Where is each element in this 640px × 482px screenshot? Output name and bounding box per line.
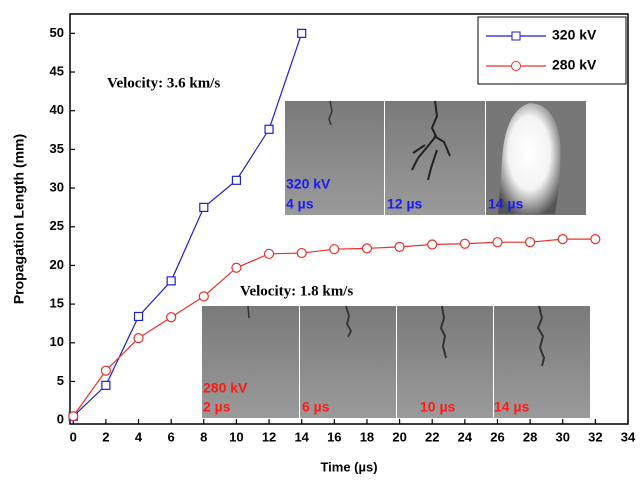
y-tick-label: 35: [50, 141, 64, 156]
y-axis-label: Propagation Length (mm): [11, 134, 27, 304]
inset-time: 4 µs: [286, 196, 314, 212]
data-point: [329, 244, 340, 255]
y-tick-label: 10: [50, 334, 64, 349]
x-tick-label: 0: [70, 429, 77, 444]
data-point: [100, 365, 111, 376]
data-point: [590, 234, 601, 245]
x-tick-label: 14: [294, 429, 309, 444]
discharge-trace: [411, 100, 451, 181]
data-point: [263, 248, 275, 259]
y-tick-label: 25: [50, 218, 64, 233]
data-point: [133, 311, 144, 322]
y-tick-label: 15: [50, 296, 64, 311]
legend-label: 320 kV: [552, 27, 597, 43]
inset-frame: [397, 306, 493, 418]
inset-time: 14 µs: [494, 399, 530, 415]
x-tick-label: 20: [392, 429, 406, 444]
data-point: [296, 247, 307, 259]
x-tick-label: 6: [168, 429, 175, 444]
data-point: [264, 124, 274, 134]
x-tick-label: 32: [588, 429, 602, 444]
x-tick-label: 22: [425, 429, 439, 444]
x-tick-label: 10: [229, 429, 243, 444]
data-point: [198, 291, 209, 302]
annotation: Velocity: 1.8 km/s: [240, 283, 353, 299]
x-tick-label: 30: [556, 429, 570, 444]
y-tick-label: 40: [50, 102, 64, 117]
series-line: [72, 33, 303, 417]
data-point: [101, 380, 111, 390]
inset-frame: [285, 101, 384, 215]
legend-box: [477, 16, 627, 85]
data-point: [297, 28, 307, 38]
data-point: [361, 243, 373, 254]
x-tick-label: 12: [262, 429, 276, 444]
inset-frame: [202, 306, 299, 418]
inset-time: 2 µs: [203, 399, 231, 415]
x-tick-label: 26: [490, 429, 504, 444]
discharge-trace: [247, 305, 250, 319]
inset-time: 10 µs: [420, 399, 456, 415]
legend-marker: [511, 31, 521, 41]
x-tick-label: 8: [200, 429, 207, 444]
x-axis-label: Time (µs): [320, 459, 377, 474]
discharge-trace: [345, 305, 353, 338]
data-point: [525, 237, 536, 248]
inset-time: 12 µs: [387, 196, 423, 212]
data-point: [459, 238, 470, 249]
data-point: [231, 262, 242, 273]
y-tick-label: 45: [50, 63, 64, 78]
data-point: [394, 241, 405, 252]
discharge-trace: [536, 305, 546, 367]
data-point: [557, 234, 568, 245]
x-tick-label: 18: [360, 429, 374, 444]
data-point: [199, 202, 209, 212]
discharge-glow: [498, 103, 561, 214]
data-point: [133, 333, 144, 344]
discharge-trace: [328, 100, 333, 126]
inset-time: 14 µs: [488, 196, 524, 212]
data-point: [492, 237, 503, 248]
legend-marker: [511, 61, 521, 71]
x-tick-label: 24: [458, 429, 473, 444]
inset-time: 6 µs: [302, 399, 330, 415]
discharge-trace: [439, 305, 447, 359]
y-tick-label: 50: [50, 25, 64, 40]
x-tick-label: 16: [327, 429, 341, 444]
data-point: [231, 175, 242, 185]
inset-label: 320 kV: [286, 176, 331, 192]
inset-label: 280 kV: [203, 380, 248, 396]
legend-label: 280 kV: [552, 57, 597, 73]
inset-images: [202, 100, 590, 418]
x-tick-label: 2: [102, 429, 109, 444]
y-tick-label: 30: [50, 179, 64, 194]
x-tick-label: 28: [523, 429, 537, 444]
data-point: [166, 276, 176, 286]
plot-frame: [69, 13, 629, 425]
x-tick-label: 34: [621, 429, 636, 444]
x-tick-label: 4: [135, 429, 143, 444]
y-tick-label: 5: [57, 373, 64, 388]
data-point: [427, 239, 438, 250]
y-tick-label: 20: [50, 257, 64, 272]
data-point: [68, 411, 79, 422]
y-tick-label: 0: [57, 412, 64, 427]
data-point: [166, 312, 177, 323]
annotation: Velocity: 3.6 km/s: [107, 75, 220, 91]
